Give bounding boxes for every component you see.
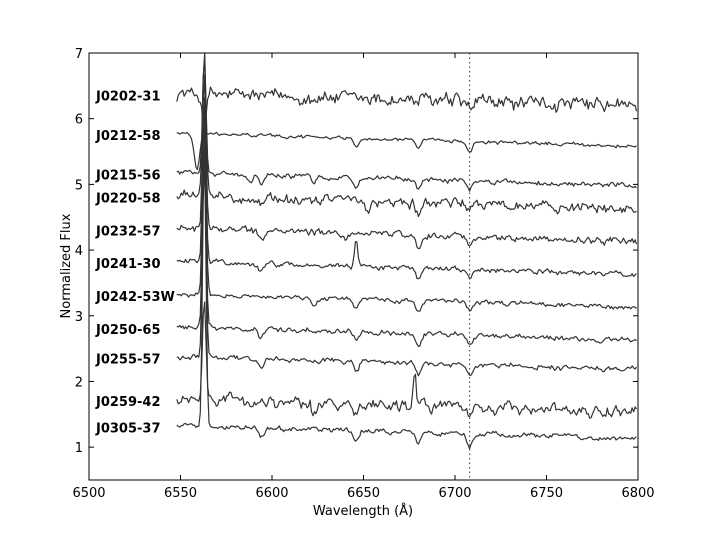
series-line-j0305-37	[176, 156, 637, 450]
series-layer	[176, 53, 638, 450]
series-label: J0305-37	[95, 421, 161, 436]
star-labels: J0202-31 J0212-58 J0215-56 J0220-58 J0232-57…	[95, 90, 175, 437]
x-tick-label: 6700	[438, 486, 471, 501]
series-line-j0259-42	[176, 301, 638, 419]
series-line-j0215-56	[176, 55, 637, 192]
x-tick-label: 6750	[530, 486, 563, 501]
y-tick-label: 7	[75, 47, 83, 62]
y-tick-label: 4	[75, 244, 83, 259]
x-axis-title: Wavelength (Å)	[313, 503, 413, 519]
series-label: J0241-30	[95, 257, 161, 272]
series-label: J0232-57	[95, 224, 161, 239]
series-label: J0259-42	[95, 395, 161, 410]
series-line-j0242-53w	[176, 113, 637, 312]
series-label: J0242-53W	[95, 290, 175, 305]
series-label: J0255-57	[95, 352, 161, 367]
series-line-j0241-30	[176, 96, 637, 280]
series-line-j0202-31	[176, 86, 638, 137]
y-tick-label: 5	[75, 178, 83, 193]
series-label: J0215-56	[95, 169, 161, 184]
series-label: J0212-58	[95, 129, 161, 144]
y-tick-label: 3	[75, 310, 83, 325]
y-axis-title: Normalized Flux	[59, 213, 74, 318]
x-tick-label: 6650	[347, 486, 380, 501]
series-line-j0212-58	[176, 131, 637, 171]
x-tick-label: 6550	[164, 486, 197, 501]
y-tick-label: 1	[75, 441, 83, 456]
plot-frame	[88, 52, 639, 481]
series-label: J0220-58	[95, 192, 161, 207]
series-line-j0220-58	[176, 53, 637, 218]
series-line-j0232-57	[176, 73, 638, 250]
series-line-j0255-57	[176, 150, 637, 377]
y-tick-label: 2	[75, 375, 83, 390]
series-label: J0250-65	[95, 323, 161, 338]
y-tick-label: 6	[75, 113, 83, 128]
series-label: J0202-31	[95, 90, 161, 105]
x-tick-label: 6600	[255, 486, 288, 501]
series-line-j0250-65	[176, 134, 637, 347]
ticks-layer: 6500 6550 6600 6650 6700 6750 6800 1 2 3 4 5 6 7	[72, 47, 654, 501]
x-tick-label: 6800	[621, 486, 654, 501]
x-tick-label: 6500	[72, 486, 105, 501]
